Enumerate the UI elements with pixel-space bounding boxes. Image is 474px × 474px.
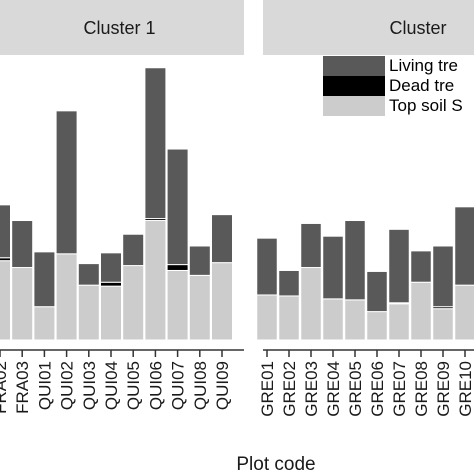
bar-top-soil-gre08 [410, 281, 432, 341]
bar-living-gre05 [344, 220, 366, 301]
bar-top-soil-gre09 [432, 308, 454, 341]
facet-strip [0, 0, 244, 55]
x-tick-label: QUI01 [35, 361, 54, 410]
x-tick-label: GRE10 [456, 361, 474, 417]
bar-top-soil-gre02 [278, 295, 300, 341]
bar-living-gre10 [454, 206, 474, 286]
x-tick-label: QUI08 [191, 361, 210, 410]
bar-top-soil-qui07 [166, 269, 189, 341]
bar-living-gre02 [278, 269, 300, 297]
bar-living-gre04 [322, 235, 344, 300]
bar-living-gre03 [300, 222, 322, 269]
x-tick-label: QUI06 [146, 361, 165, 410]
facet-strip [263, 0, 474, 55]
bar-top-soil-gre06 [366, 311, 388, 341]
x-tick-label: QUI04 [102, 361, 121, 410]
bar-living-qui09 [211, 214, 233, 264]
bar-top-soil-fra03 [11, 267, 34, 341]
x-tick-label: GRE08 [412, 361, 431, 417]
facet-title: Cluster 1 [83, 18, 155, 38]
x-tick-label: QUI09 [213, 361, 232, 410]
legend-key [323, 76, 385, 96]
legend-key [323, 96, 385, 116]
facet-title: Cluster [389, 18, 446, 38]
bar-top-soil-qui04 [100, 285, 122, 341]
bar-living-qui01 [33, 251, 56, 308]
bar-living-gre08 [410, 250, 432, 283]
x-tick-label: GRE02 [280, 361, 299, 417]
bar-living-fra02 [0, 204, 11, 259]
bar-living-qui04 [100, 252, 122, 283]
bar-top-soil-gre07 [388, 303, 410, 341]
bar-living-gre06 [366, 270, 388, 313]
bar-living-fra03 [11, 220, 34, 269]
bar-top-soil-gre10 [454, 284, 474, 341]
bar-living-qui06 [144, 67, 167, 220]
x-tick-label: GRE01 [258, 361, 277, 417]
x-tick-label: FRA02 [0, 361, 10, 414]
x-tick-label: GRE06 [368, 361, 387, 417]
x-tick-label: FRA03 [13, 361, 32, 414]
bar-living-gre09 [432, 245, 454, 308]
bar-living-qui07 [166, 148, 189, 266]
x-tick-label: GRE04 [324, 361, 343, 417]
x-tick-label: GRE05 [346, 361, 365, 417]
legend-label: Dead tre [389, 76, 454, 95]
legend-key [323, 56, 385, 76]
legend-label: Top soil S [389, 96, 463, 115]
bar-dead-qui07 [166, 264, 189, 271]
x-tick-label: QUI02 [58, 361, 77, 410]
bar-top-soil-gre04 [322, 298, 344, 341]
x-tick-label: QUI05 [124, 361, 143, 410]
bar-top-soil-qui09 [211, 262, 233, 341]
bar-living-gre01 [256, 237, 278, 296]
x-tick-label: GRE03 [302, 361, 321, 417]
bar-top-soil-gre05 [344, 299, 366, 341]
x-tick-label: QUI07 [169, 361, 188, 410]
bar-living-qui08 [188, 245, 211, 276]
x-axis-title: Plot code [236, 454, 315, 474]
x-tick-label: GRE09 [434, 361, 453, 417]
bar-living-qui05 [122, 233, 145, 267]
bar-dead-qui04 [100, 281, 122, 287]
bar-living-qui02 [55, 110, 78, 255]
bar-top-soil-qui05 [122, 265, 145, 341]
bar-living-gre07 [388, 228, 410, 304]
bar-top-soil-qui03 [77, 284, 100, 341]
x-tick-label: QUI03 [80, 361, 99, 410]
x-tick-label: GRE07 [390, 361, 409, 417]
bar-top-soil-qui06 [144, 220, 167, 341]
bar-top-soil-fra02 [0, 260, 11, 341]
bar-top-soil-qui02 [55, 253, 78, 341]
legend-label: Living tre [389, 56, 458, 75]
bar-top-soil-qui01 [33, 306, 56, 341]
bar-top-soil-gre03 [300, 267, 322, 341]
bar-dead-fra02 [0, 257, 11, 262]
bar-living-qui03 [77, 263, 100, 286]
bar-top-soil-qui08 [188, 274, 211, 341]
bar-top-soil-gre01 [256, 294, 278, 341]
